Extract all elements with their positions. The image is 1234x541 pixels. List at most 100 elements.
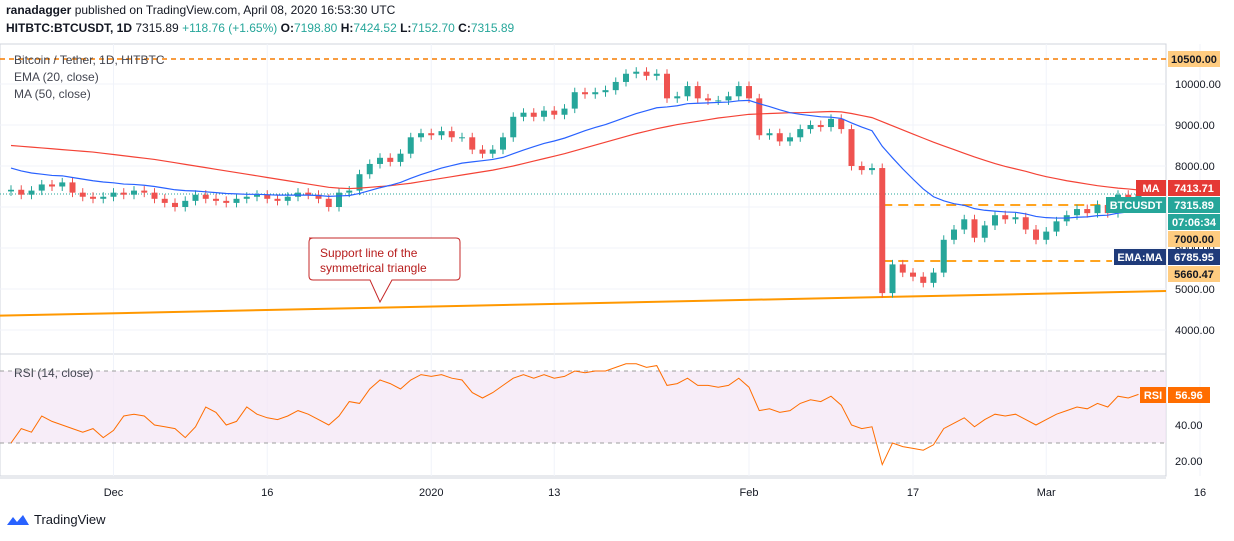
candle[interactable] bbox=[961, 214, 968, 235]
candle[interactable] bbox=[838, 114, 845, 134]
candle[interactable] bbox=[510, 112, 517, 142]
candle[interactable] bbox=[858, 161, 865, 175]
candle[interactable] bbox=[787, 132, 793, 146]
ema-legend[interactable]: EMA (20, close) bbox=[14, 70, 99, 84]
candle[interactable] bbox=[141, 186, 148, 198]
candle[interactable] bbox=[1002, 210, 1009, 224]
annotation-callout[interactable]: Support line of the symmetrical triangle bbox=[308, 237, 461, 304]
candle[interactable] bbox=[469, 132, 476, 155]
candle[interactable] bbox=[930, 268, 937, 288]
candle[interactable] bbox=[561, 104, 568, 120]
candle[interactable] bbox=[459, 132, 465, 142]
candle[interactable] bbox=[1053, 216, 1060, 237]
candle[interactable] bbox=[756, 93, 763, 140]
candle[interactable] bbox=[899, 259, 906, 278]
candle[interactable] bbox=[356, 169, 363, 196]
candle[interactable] bbox=[500, 132, 506, 155]
candle[interactable] bbox=[110, 188, 117, 202]
candle[interactable] bbox=[151, 188, 158, 204]
footer-brand[interactable]: TradingView bbox=[6, 512, 106, 527]
candle[interactable] bbox=[674, 91, 681, 103]
candle[interactable] bbox=[254, 190, 260, 202]
candle[interactable] bbox=[407, 132, 414, 159]
candle[interactable] bbox=[992, 210, 998, 230]
candle[interactable] bbox=[612, 77, 619, 95]
candle[interactable] bbox=[448, 126, 455, 142]
candle[interactable] bbox=[910, 268, 916, 282]
ma50-line[interactable] bbox=[10, 110, 1139, 191]
candle[interactable] bbox=[951, 225, 957, 245]
candle[interactable] bbox=[418, 128, 424, 142]
candle[interactable] bbox=[981, 220, 988, 243]
candle[interactable] bbox=[940, 235, 947, 278]
candle[interactable] bbox=[1033, 225, 1039, 245]
candle[interactable] bbox=[715, 95, 722, 105]
candle[interactable] bbox=[694, 81, 701, 103]
candle[interactable] bbox=[284, 192, 291, 206]
candle[interactable] bbox=[643, 67, 650, 81]
candle[interactable] bbox=[551, 106, 558, 120]
candle[interactable] bbox=[735, 81, 742, 101]
candle[interactable] bbox=[1043, 227, 1050, 245]
candle[interactable] bbox=[233, 194, 240, 208]
candle[interactable] bbox=[69, 177, 76, 198]
candle[interactable] bbox=[602, 85, 609, 97]
candle[interactable] bbox=[571, 87, 578, 114]
candle[interactable] bbox=[49, 179, 55, 192]
candle[interactable] bbox=[489, 145, 496, 159]
candle[interactable] bbox=[889, 259, 896, 298]
support-trendline[interactable] bbox=[0, 290, 1167, 317]
candle[interactable] bbox=[1022, 212, 1029, 235]
candle[interactable] bbox=[79, 188, 86, 202]
candle[interactable] bbox=[817, 120, 824, 132]
candle[interactable] bbox=[213, 194, 219, 206]
candle[interactable] bbox=[971, 214, 978, 243]
candle[interactable] bbox=[38, 179, 45, 196]
candle[interactable] bbox=[797, 124, 804, 142]
candle[interactable] bbox=[377, 153, 383, 169]
candle[interactable] bbox=[1084, 204, 1091, 218]
candle[interactable] bbox=[725, 91, 732, 105]
candle[interactable] bbox=[223, 196, 230, 208]
rsi-line[interactable] bbox=[10, 363, 1139, 467]
candle[interactable] bbox=[336, 188, 342, 212]
candle[interactable] bbox=[530, 108, 537, 122]
candle[interactable] bbox=[1012, 212, 1019, 224]
candle[interactable] bbox=[8, 185, 14, 196]
candle[interactable] bbox=[438, 126, 445, 140]
candle[interactable] bbox=[541, 106, 547, 122]
candle[interactable] bbox=[131, 186, 137, 200]
ema20-line[interactable] bbox=[10, 99, 1139, 219]
candle[interactable] bbox=[520, 108, 527, 122]
candle[interactable] bbox=[879, 163, 886, 298]
author[interactable]: ranadagger bbox=[6, 3, 72, 17]
candle[interactable] bbox=[90, 192, 96, 204]
candle[interactable] bbox=[161, 194, 168, 208]
candle[interactable] bbox=[653, 69, 660, 81]
candle[interactable] bbox=[397, 149, 404, 167]
candle[interactable] bbox=[479, 145, 486, 159]
candle[interactable] bbox=[305, 188, 312, 200]
candle[interactable] bbox=[776, 128, 783, 146]
candle[interactable] bbox=[28, 186, 35, 200]
candle[interactable] bbox=[869, 163, 875, 175]
candle[interactable] bbox=[623, 69, 629, 87]
candle[interactable] bbox=[274, 194, 281, 206]
candle[interactable] bbox=[325, 194, 332, 212]
candle[interactable] bbox=[264, 190, 271, 204]
candle[interactable] bbox=[315, 190, 322, 204]
candle[interactable] bbox=[182, 196, 189, 212]
candle[interactable] bbox=[664, 69, 670, 103]
candle[interactable] bbox=[172, 198, 178, 212]
candle[interactable] bbox=[592, 87, 599, 99]
candle[interactable] bbox=[746, 81, 752, 103]
candle[interactable] bbox=[120, 188, 127, 200]
candle[interactable] bbox=[59, 177, 66, 192]
candle[interactable] bbox=[848, 124, 855, 171]
candle[interactable] bbox=[920, 272, 927, 288]
candle[interactable] bbox=[428, 128, 435, 140]
candle[interactable] bbox=[18, 185, 25, 200]
candle[interactable] bbox=[387, 153, 394, 167]
candle[interactable] bbox=[192, 190, 199, 206]
